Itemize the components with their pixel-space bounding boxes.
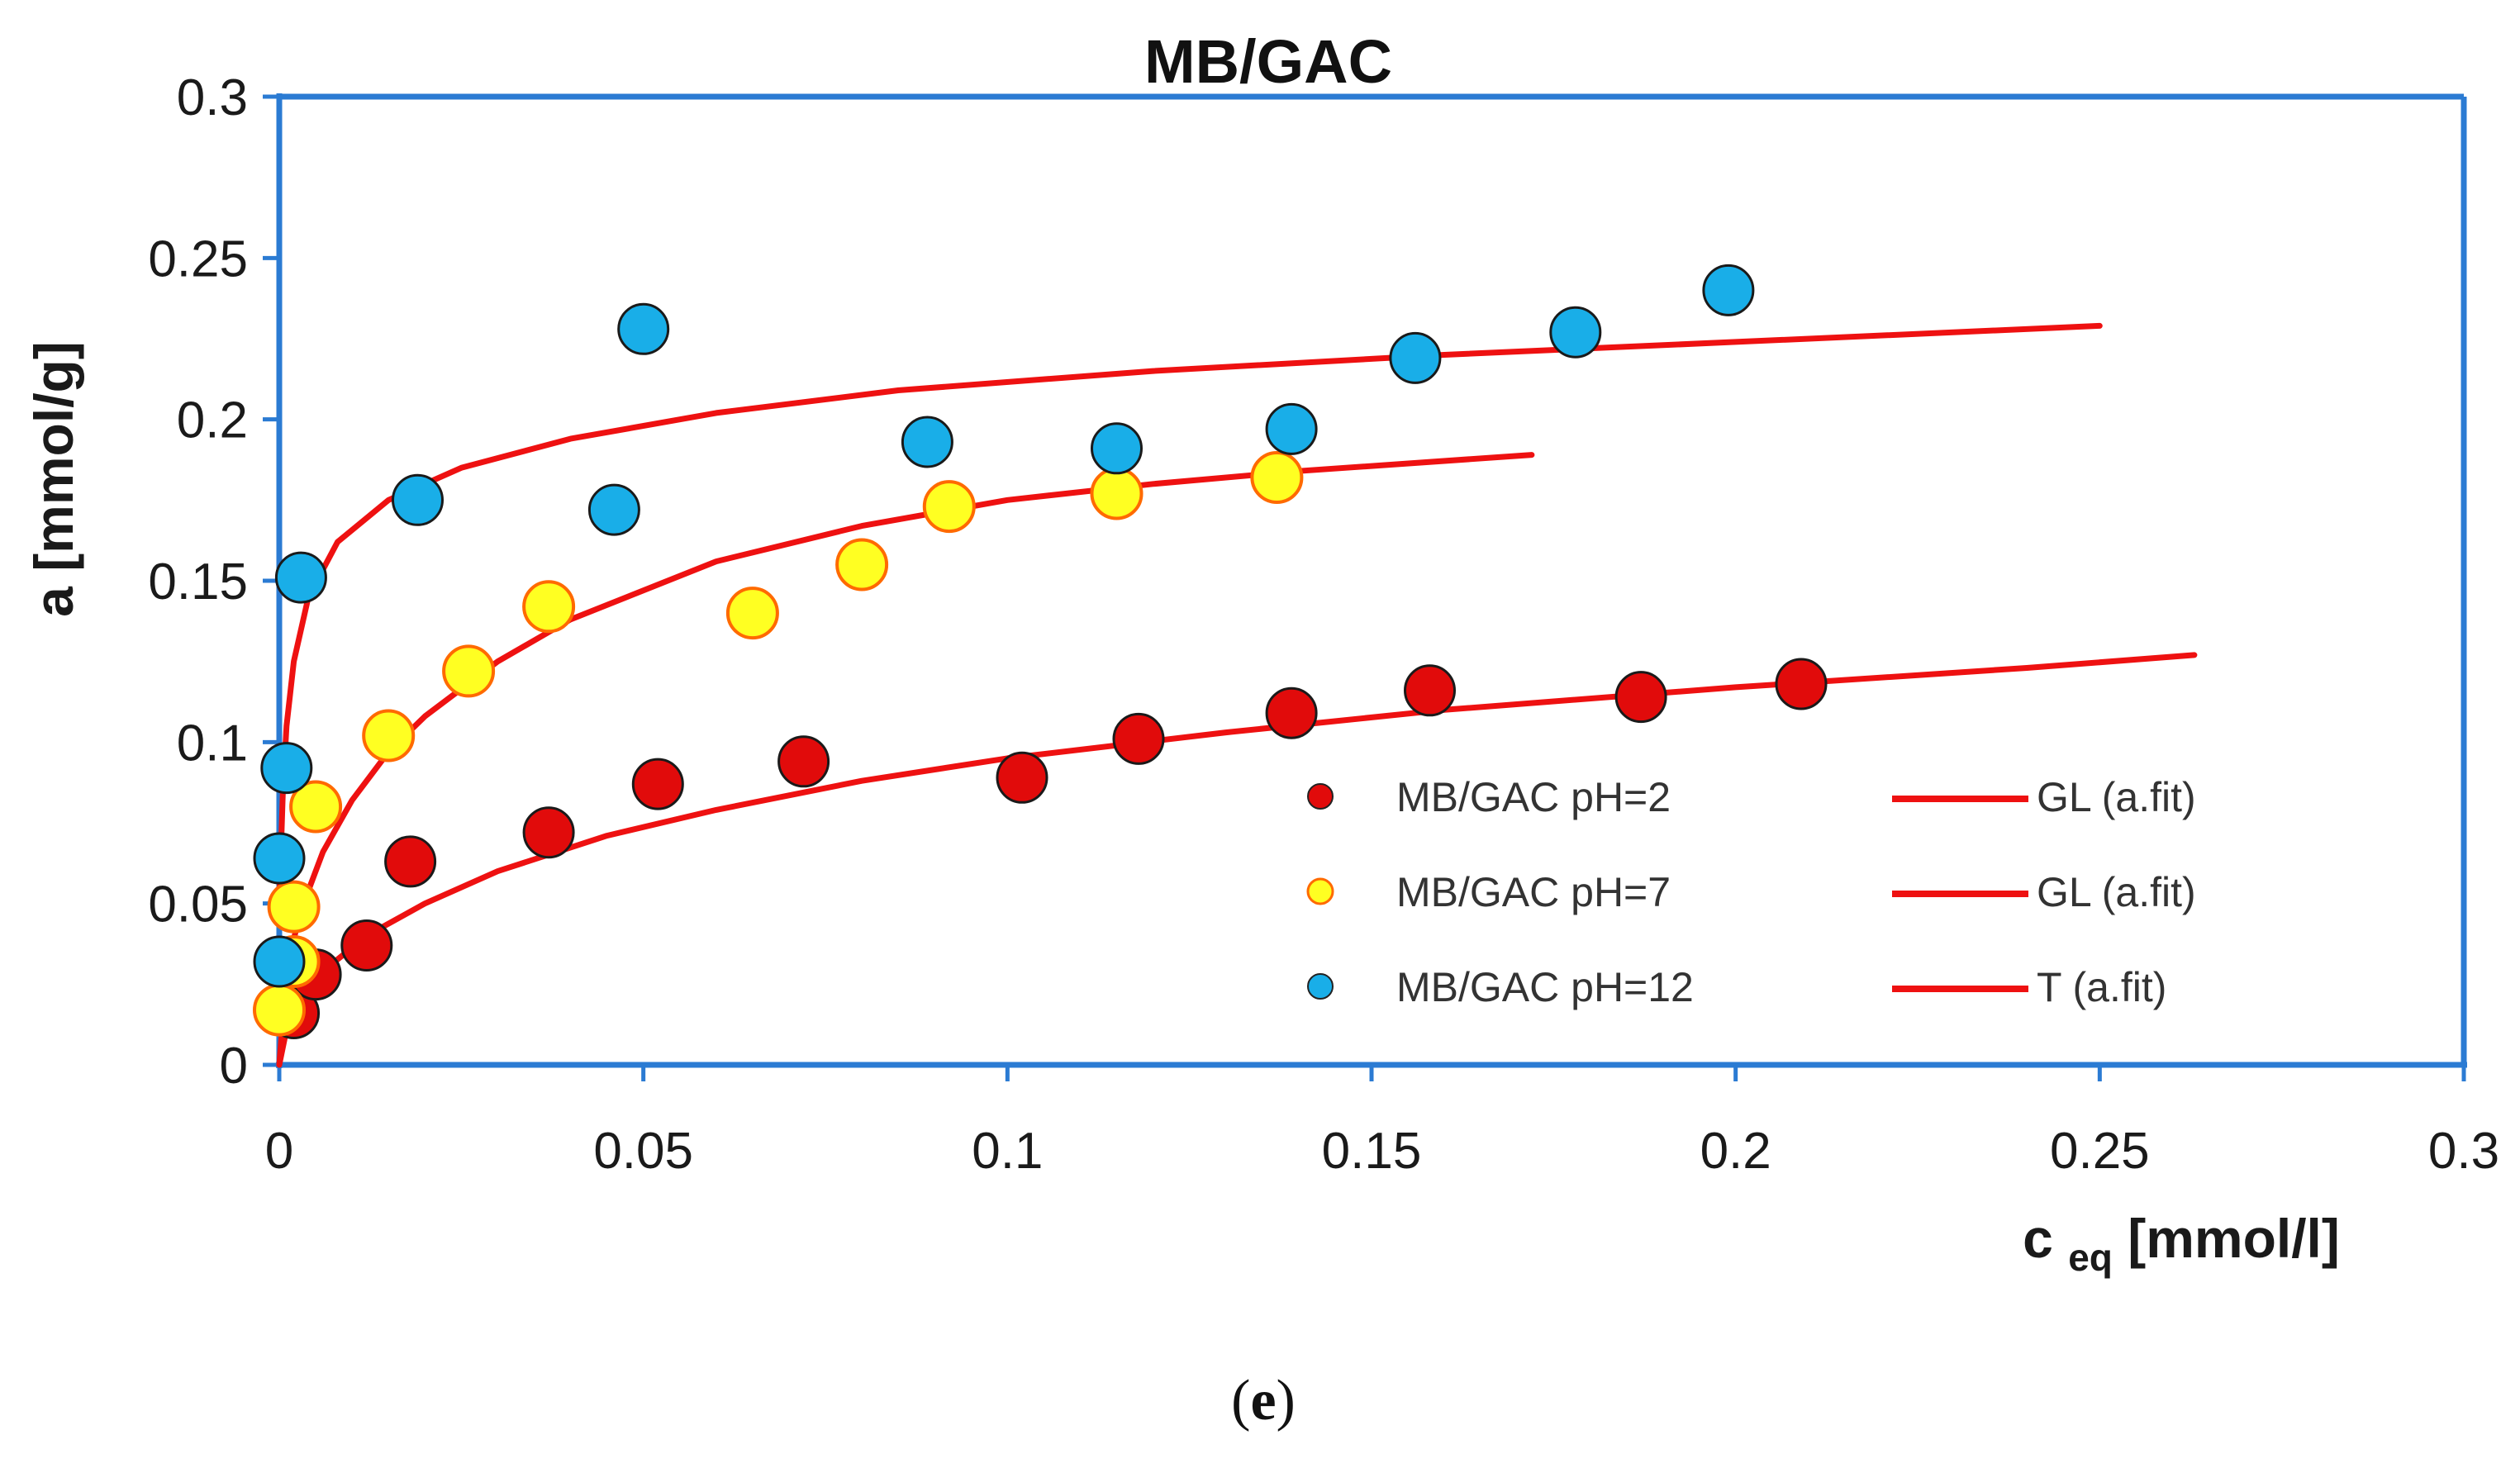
data-point-series-2 (587, 483, 640, 536)
legend-entry-gl-ph7: GL (a.fit) (1892, 869, 2196, 915)
data-point-series-2 (392, 473, 444, 526)
data-point-series-2 (253, 935, 306, 988)
x-tick-label: 0 (265, 1123, 293, 1180)
data-point-series-0 (777, 735, 830, 788)
fit-line-series-3 (276, 652, 2198, 1068)
fit-lines (276, 322, 2198, 1068)
legend-entry-ph2: MB/GAC pH=2 (1307, 774, 1671, 820)
data-point-series-0 (340, 919, 393, 972)
legend-label-gl-ph2: GL (a.fit) (2037, 774, 2196, 820)
x-tick-label: 0.05 (593, 1123, 693, 1180)
legend-label-ph2: MB/GAC pH=2 (1396, 774, 1671, 820)
axis-ticks (263, 94, 2466, 1081)
x-axis-label-subscript: eq (2068, 1236, 2113, 1279)
legend: MB/GAC pH=2 MB/GAC pH=7 MB/GAC pH=12 GL … (1306, 774, 2196, 1010)
legend-label-gl-ph7: GL (a.fit) (2037, 869, 2196, 915)
data-point-series-2 (1265, 402, 1318, 455)
fit-line-series-4 (276, 452, 1535, 1068)
y-tick-label: 0.25 (148, 230, 248, 287)
legend-marker-ph12 (1307, 973, 1334, 1000)
x-tick-label: 0.25 (2050, 1123, 2150, 1180)
figure-caption: (e) (1231, 1369, 1296, 1432)
data-point-series-0 (1112, 712, 1165, 765)
legend-label-t-ph12: T (a.fit) (2037, 964, 2166, 1010)
data-point-series-1 (267, 880, 321, 934)
x-axis-label: c eq [mmol/l] (2023, 1208, 2340, 1282)
data-point-series-0 (522, 806, 575, 859)
legend-label-ph12: MB/GAC pH=12 (1396, 964, 1694, 1010)
y-tick-label: 0.05 (148, 877, 248, 934)
chart-title: MB/GAC (1144, 27, 1392, 96)
data-point-series-0 (631, 758, 684, 810)
y-tick-label: 0.15 (148, 553, 248, 610)
data-point-series-0 (1775, 658, 1828, 710)
data-point-series-1 (522, 580, 576, 634)
data-point-series-2 (1549, 306, 1602, 359)
plot-frame (276, 93, 2467, 1068)
data-point-series-2 (1702, 264, 1755, 316)
x-tick-label: 0.3 (2428, 1123, 2499, 1180)
data-point-series-1 (253, 983, 306, 1037)
x-tick-label: 0.2 (1700, 1123, 1771, 1180)
data-point-series-2 (1091, 422, 1143, 475)
caption-close: ) (1277, 1369, 1296, 1432)
caption-letter: e (1250, 1369, 1276, 1432)
x-axis-label-main: c (2023, 1208, 2053, 1269)
x-tick-label: 0.15 (1322, 1123, 1422, 1180)
axis-tick-labels: 0 0.05 0.1 0.15 0.2 0.25 0.3 0 0.05 0.1 0.15 0.2 0.2… (148, 69, 2499, 1180)
data-point-series-0 (1614, 671, 1667, 724)
data-point-series-1 (289, 780, 343, 834)
data-point-series-1 (1090, 467, 1144, 520)
data-point-series-2 (617, 302, 670, 355)
caption-open: ( (1231, 1369, 1250, 1432)
legend-marker-ph2 (1307, 783, 1334, 810)
data-point-series-1 (362, 709, 416, 763)
fit-line-series-5 (276, 322, 2103, 907)
data-point-series-0 (1265, 686, 1318, 739)
data-point-series-2 (274, 551, 327, 604)
y-tick-label: 0.3 (177, 69, 248, 126)
legend-entry-ph7: MB/GAC pH=7 (1306, 869, 1671, 915)
y-tick-label: 0.1 (177, 715, 248, 772)
legend-entry-ph12: MB/GAC pH=12 (1307, 964, 1694, 1010)
data-point-series-1 (922, 480, 976, 534)
x-tick-label: 0.1 (972, 1123, 1043, 1180)
data-point-series-1 (1250, 451, 1304, 504)
legend-entry-t-ph12: T (a.fit) (1892, 964, 2166, 1010)
data-point-series-1 (835, 538, 889, 591)
data-point-series-2 (1389, 331, 1442, 384)
data-point-series-0 (384, 835, 437, 888)
y-tick-label: 0.2 (177, 392, 248, 449)
y-axis-label: a [mmol/g] (23, 341, 84, 617)
legend-label-ph7: MB/GAC pH=7 (1396, 869, 1671, 915)
y-tick-label: 0 (220, 1038, 248, 1095)
data-point-series-2 (901, 416, 953, 468)
data-point-series-0 (996, 751, 1048, 804)
data-point-series-1 (442, 644, 496, 698)
x-axis-label-unit: [mmol/l] (2128, 1208, 2340, 1269)
data-point-series-2 (253, 832, 306, 885)
data-points (253, 264, 1828, 1039)
data-point-series-0 (1404, 664, 1456, 717)
legend-entry-gl-ph2: GL (a.fit) (1892, 774, 2196, 820)
data-point-series-2 (260, 742, 313, 795)
legend-marker-ph7 (1306, 877, 1334, 905)
data-point-series-1 (725, 587, 779, 640)
